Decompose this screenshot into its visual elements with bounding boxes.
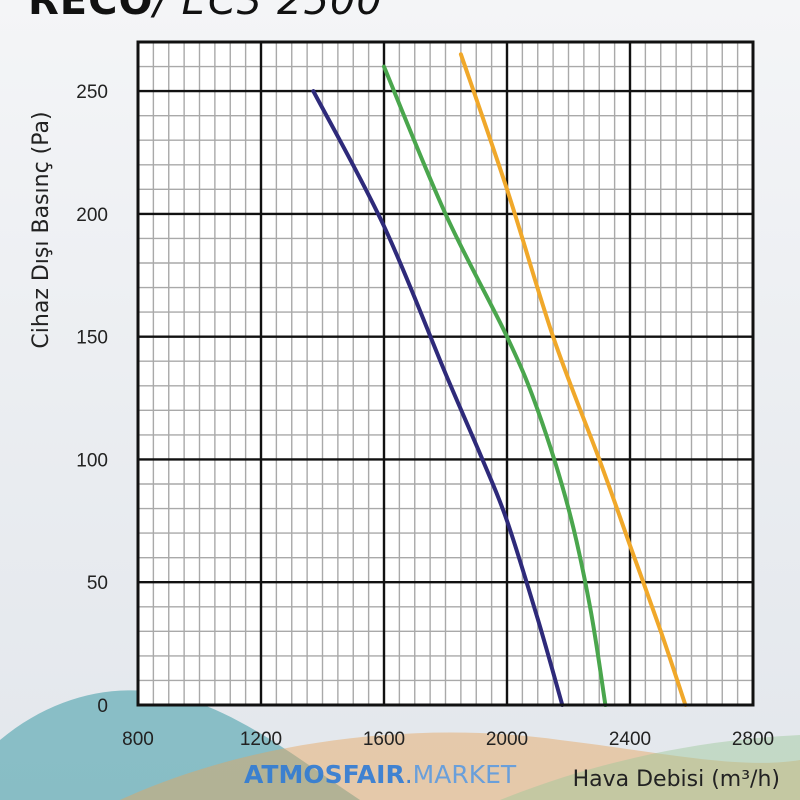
series-lines (311, 52, 688, 707)
series-line-2 (382, 64, 608, 707)
page-title: RECO/ EC3 2500 (28, 0, 383, 24)
series-line-3 (458, 52, 688, 707)
plot-border (136, 40, 755, 707)
tick-labels: 800 1200 1600 2000 2400 2800 0 50 100 150 200 250 (76, 82, 774, 750)
x-axis-title: Hava Debisi (m³/h) (573, 767, 780, 792)
orange-swoosh (120, 732, 800, 800)
title-model: RECO (28, 0, 154, 24)
x-tick-label: 1200 (240, 729, 282, 750)
plot-frame (136, 40, 755, 707)
series-line-1 (311, 89, 565, 707)
watermark-dot: . (404, 760, 413, 789)
x-tick-label: 800 (122, 729, 154, 750)
minor-grid (138, 42, 753, 705)
watermark: ATMOSFAIR.MARKET (244, 760, 516, 789)
watermark-tld: MARKET (412, 760, 517, 789)
x-tick-label: 2000 (486, 729, 528, 750)
y-tick-label: 0 (97, 696, 108, 717)
y-tick-label: 200 (76, 205, 108, 226)
teal-swoosh (0, 690, 360, 800)
x-tick-label: 2800 (732, 729, 774, 750)
background-swooshes (0, 690, 800, 800)
x-tick-label: 2400 (609, 729, 651, 750)
y-tick-label: 100 (76, 450, 108, 471)
watermark-brand: ATMOSFAIR (244, 760, 405, 789)
title-variant: / EC3 2500 (153, 0, 383, 24)
green-swoosh (500, 735, 800, 800)
y-tick-label: 250 (76, 82, 108, 103)
y-tick-label: 50 (87, 573, 108, 594)
x-tick-label: 1600 (363, 729, 405, 750)
y-axis-title: Cihaz Dışı Basınç (Pa) (29, 111, 54, 348)
major-grid (138, 42, 753, 705)
y-tick-label: 150 (76, 328, 108, 349)
